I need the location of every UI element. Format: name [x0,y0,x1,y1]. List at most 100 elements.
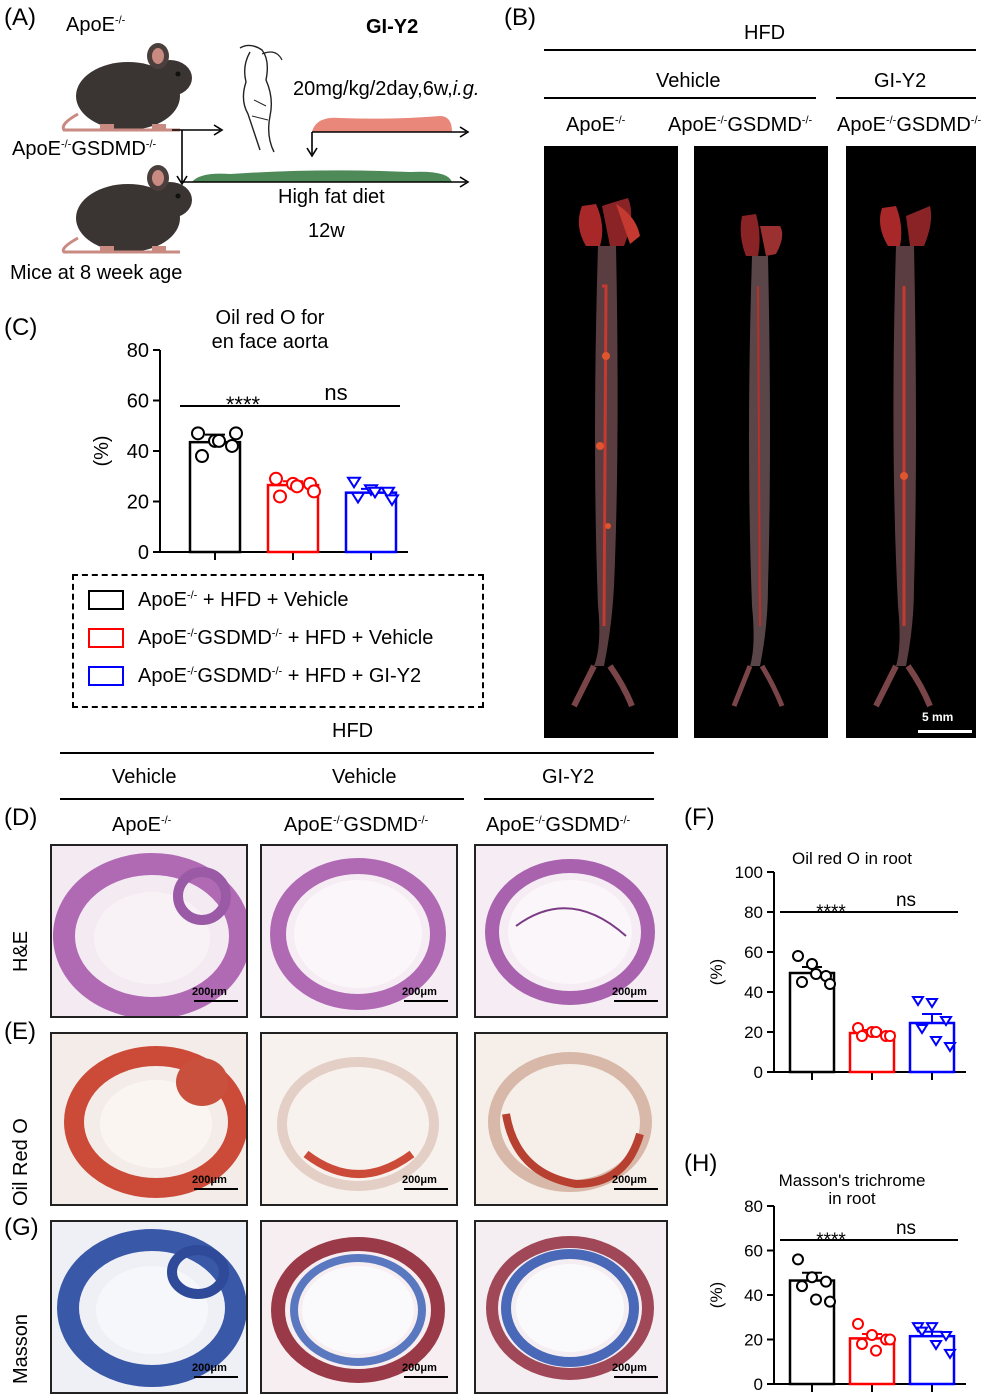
histo-masson-apoe: 200μm [50,1220,248,1394]
legend-swatch-gsdmd-gi-y2 [88,666,124,686]
histology-col3-label: ApoE-/-GSDMD-/- [486,814,631,836]
chart-C-title-line-0: Oil red O for [216,307,325,329]
legend-swatch-apoe-vehicle [88,590,124,610]
chart-C-y-tick-label-4: 80 [127,340,149,362]
panel-b-label: (B) [504,4,536,31]
histo-he-apoe-gsdmd-gi-y2: 200μm [474,844,668,1018]
panel-b-hfd-header: HFD [744,22,786,44]
scalebar-label-he-apoe: 200μm [192,986,227,998]
chart-F-point-1-5 [884,1030,896,1042]
panel-b-hfd-line [544,49,976,51]
scalebar-label-he-apoe-gsdmd: 200μm [402,986,437,998]
panel-a-diet: High fat diet [278,186,385,208]
chart-H-y-tick-label-1: 20 [744,1331,763,1350]
panel-a-protocol-diagram [172,44,470,188]
chart-F-sig-label-1: ns [896,890,916,911]
chart-C-title-line-1: en face aorta [212,331,330,353]
aorta-drawing-apoe-gsdmd [731,214,785,707]
chart-F-y-tick-label-1: 20 [744,1023,763,1042]
chart-C-point-1-4 [290,479,304,494]
aorta-image-apoe-gsdmd-gi-y2: 5 mm [846,146,976,738]
scalebar-label-masson-apoe-gsdmd-gi-y2: 200μm [612,1362,647,1374]
scalebar-masson-apoe-gsdmd-gi-y2 [614,1376,658,1378]
chart-F-point-1-3 [856,1030,868,1042]
histo-masson-apoe-gsdmd: 200μm [260,1220,458,1394]
histo-he-apoe-gsdmd: 200μm [260,844,458,1018]
scalebar-label-oro-apoe-gsdmd: 200μm [402,1174,437,1186]
row-label-oil-red-o: Oil Red O [10,1118,32,1206]
chart-H-point-2-3 [915,1326,929,1338]
panel-a-mouse-bottom-label: ApoE-/-GSDMD-/- [12,138,157,160]
panel-a-diet-duration: 12w [308,220,345,242]
chart-F-point-0-3 [796,976,808,988]
panel-a-label: (A) [4,4,36,31]
legend-swatch-gsdmd-vehicle [88,628,124,648]
scalebar-label-oro-apoe-gsdmd-gi-y2: 200μm [612,1174,647,1186]
chart-f: 0 20 40 60 80 100 (%) Oil red O in root **** ns [707,849,966,1082]
chart-F-sig-label-0: **** [816,902,846,923]
row-label-he: H&E [10,930,32,972]
mouse-icon-top [61,43,192,132]
panel-a-dosing: 20mg/kg/2day,6w,i.g. [293,78,480,100]
chart-H-point-1-1 [866,1329,878,1342]
chart-C-bar-2 [344,491,398,554]
chart-F-point-0-0 [792,950,804,962]
chart-F-point-1-4 [870,1026,882,1038]
chart-H-point-1-0 [852,1317,864,1330]
chart-C-point-1-3 [273,489,287,504]
chart-H-sig-label-0: **** [816,1230,846,1251]
chart-F-y-tick-label-2: 40 [744,983,763,1002]
chart-F-point-2-2 [939,1016,953,1027]
panel-c-label: (C) [4,314,38,341]
chart-H-point-1-4 [870,1344,882,1357]
panel-b-vehicle-line [544,97,816,99]
panel-b-col1-label: ApoE-/- [566,114,626,136]
panel-a-age-label: Mice at 8 week age [10,262,183,284]
histology-hfd-line [60,752,654,754]
chart-H-y-tick-label-3: 60 [744,1242,763,1261]
chart-H-point-0-5 [824,1295,836,1308]
chart-C-y-label: (%) [91,435,113,466]
scalebar-oro-apoe-gsdmd-gi-y2 [614,1188,658,1190]
chart-H-sig-label-1: ns [896,1218,916,1239]
histology-hfd-header: HFD [332,720,374,742]
chart-H-point-0-3 [796,1280,808,1293]
aorta-image-apoe-gsdmd [694,146,828,738]
scalebar-label-masson-apoe-gsdmd: 200μm [402,1362,437,1374]
chart-F-y-label: (%) [707,959,726,985]
chart-C-point-2-3 [350,491,366,505]
chart-F-point-2-1 [925,998,939,1009]
chart-H-point-0-2 [820,1275,832,1288]
chart-H-point-1-5 [884,1333,896,1346]
histology-col1-label: ApoE-/- [112,814,172,836]
legend-text-gsdmd-vehicle: ApoE-/-GSDMD-/- + HFD + Vehicle [138,627,434,649]
chart-C-sig-label-1: ns [324,380,347,405]
chart-H-point-2-2 [939,1331,953,1342]
mouse-icon-bottom [61,165,192,254]
chart-C-y-tick-label-2: 40 [127,441,149,463]
chart-H-point-1-3 [856,1337,868,1350]
histology-drug-line [484,798,654,800]
panel-e-label: (E) [4,1018,36,1045]
chart-F-point-2-4 [929,1036,943,1047]
aorta-drawing-apoe [571,198,640,708]
histology-vehicle2-header: Vehicle [332,766,397,788]
panel-h-label: (H) [684,1150,718,1177]
scalebar-oro-apoe-gsdmd [404,1188,448,1190]
panel-b-drug-header: GI-Y2 [874,70,927,92]
scalebar-masson-apoe [194,1376,238,1378]
chart-F-point-0-1 [806,958,818,970]
panel-a-mouse-top-label: ApoE-/- [66,14,126,36]
chart-F-bar-0 [788,971,836,1074]
chart-H-y-tick-label-0: 0 [754,1375,763,1394]
chart-C-point-2-5 [384,494,400,507]
chart-F-point-2-3 [915,1024,929,1035]
chart-C-y-tick-label-1: 20 [127,492,149,514]
histo-oro-apoe: 200μm [50,1032,248,1206]
panel-a-drug-name: GI-Y2 [366,16,419,38]
scalebar-oro-apoe [194,1188,238,1190]
panel-b-vehicle-header: Vehicle [656,70,721,92]
chart-H-y-label: (%) [707,1282,726,1308]
chart-C-point-1-5 [307,484,321,499]
chart-H-point-0-1 [806,1271,818,1284]
